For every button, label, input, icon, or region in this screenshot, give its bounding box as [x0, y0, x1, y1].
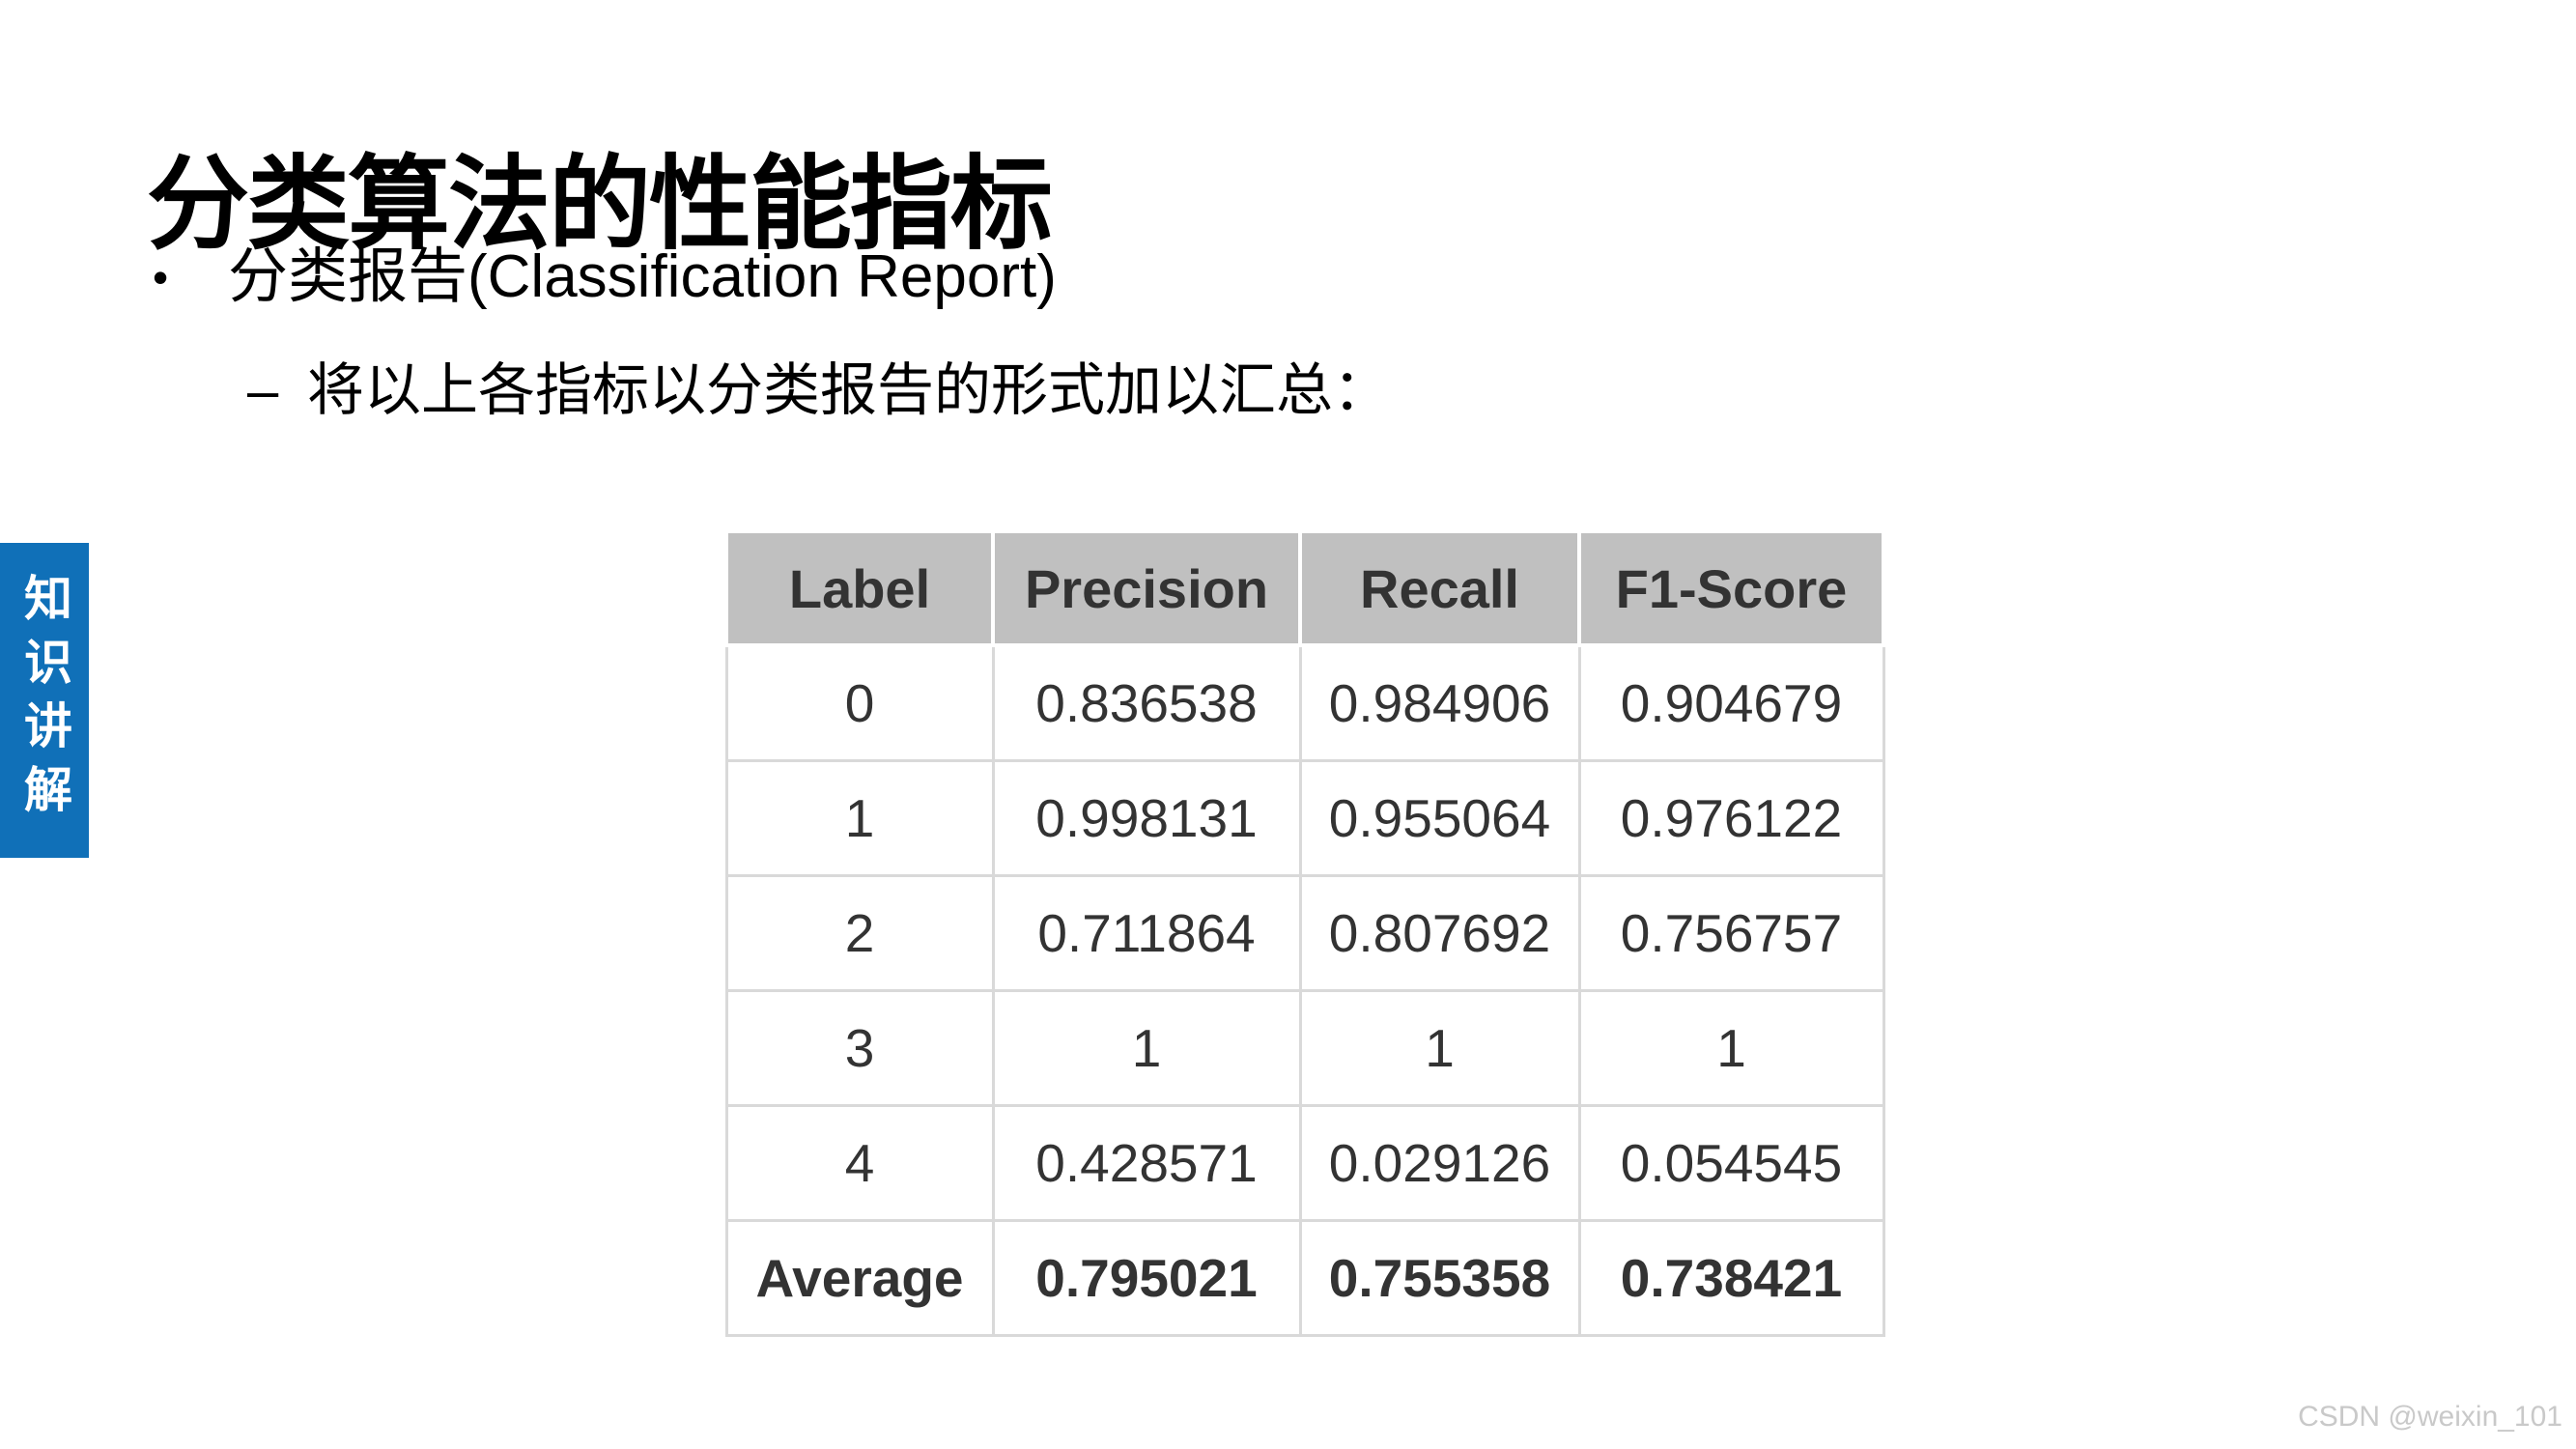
csdn-watermark: CSDN @weixin_101 — [2298, 1401, 2562, 1433]
table-header-cell: Precision — [991, 529, 1302, 647]
table-row: 4 0.428571 0.029126 0.054545 — [724, 1104, 1885, 1222]
table-row: 2 0.711864 0.807692 0.756757 — [724, 874, 1885, 992]
table-cell: 0.998131 — [991, 759, 1302, 877]
bullet-marker: • — [153, 251, 169, 302]
knowledge-section-tab: 知识讲解 — [0, 543, 89, 858]
table-header-row: Label Precision Recall F1-Score — [724, 529, 1885, 647]
table-cell: 0.738421 — [1577, 1219, 1885, 1337]
table-cell: 0.428571 — [991, 1104, 1302, 1222]
table-row: 1 0.998131 0.955064 0.976122 — [724, 759, 1885, 877]
bullet-item: • 分类报告(Classification Report) — [153, 240, 1057, 315]
table-header-cell: F1-Score — [1577, 529, 1885, 647]
table-cell: 0.904679 — [1577, 643, 1885, 762]
table-cell: 0.029126 — [1298, 1104, 1581, 1222]
table-cell: 2 — [724, 874, 995, 992]
table-row: 0 0.836538 0.984906 0.904679 — [724, 643, 1885, 762]
table-cell: 0.795021 — [991, 1219, 1302, 1337]
table-cell: 0 — [724, 643, 995, 762]
bullet-text: 分类报告(Classification Report) — [228, 243, 1057, 310]
table-cell: 1 — [1577, 989, 1885, 1107]
table-cell: Average — [724, 1219, 995, 1337]
report-table-body: 0 0.836538 0.984906 0.904679 1 0.998131 0.9550… — [724, 643, 1885, 1337]
table-cell: 1 — [724, 759, 995, 877]
table-cell: 1 — [991, 989, 1302, 1107]
page-title: 分类算法的性能指标 — [147, 148, 1053, 263]
table-cell: 0.756757 — [1577, 874, 1885, 992]
table-cell: 0.807692 — [1298, 874, 1581, 992]
table-cell: 0.836538 — [991, 643, 1302, 762]
table-cell: 0.054545 — [1577, 1104, 1885, 1222]
classification-report-table: Label Precision Recall F1-Score 0 0.836538 0.… — [724, 529, 1885, 1337]
sub-bullet-marker: – — [247, 359, 279, 423]
table-cell: 4 — [724, 1104, 995, 1222]
sub-bullet-text: 将以上各指标以分类报告的形式加以汇总： — [307, 358, 1391, 422]
table-cell: 0.955064 — [1298, 759, 1581, 877]
table-cell: 1 — [1298, 989, 1581, 1107]
classification-report-table-wrap: Label Precision Recall F1-Score 0 0.836538 0.… — [724, 529, 1885, 1337]
sub-bullet-item: – 将以上各指标以分类报告的形式加以汇总： — [247, 355, 1390, 427]
table-cell: 3 — [724, 989, 995, 1107]
table-cell: 0.984906 — [1298, 643, 1581, 762]
table-header-cell: Recall — [1298, 529, 1581, 647]
table-row: Average 0.795021 0.755358 0.738421 — [724, 1219, 1885, 1337]
table-header-cell: Label — [724, 529, 995, 647]
table-cell: 0.711864 — [991, 874, 1302, 992]
knowledge-section-tab-label: 知识讲解 — [17, 573, 71, 828]
table-cell: 0.755358 — [1298, 1219, 1581, 1337]
table-cell: 0.976122 — [1577, 759, 1885, 877]
